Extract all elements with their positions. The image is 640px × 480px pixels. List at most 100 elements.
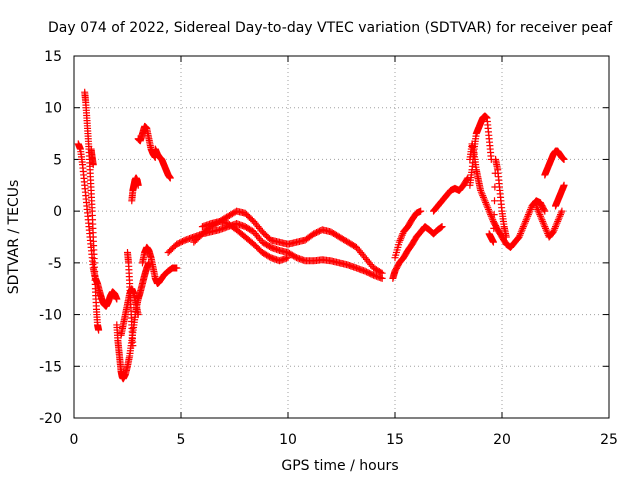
data-point bbox=[438, 223, 446, 231]
y-tick-label: -5 bbox=[48, 256, 62, 272]
series-arc-m bbox=[198, 217, 292, 265]
data-point bbox=[524, 211, 532, 219]
series-arc-a bbox=[74, 140, 121, 310]
data-point bbox=[535, 209, 543, 217]
series-arc-v bbox=[552, 181, 568, 210]
x-tick-label: 25 bbox=[600, 432, 618, 448]
data-point bbox=[173, 264, 181, 272]
data-point bbox=[129, 342, 137, 350]
data-point bbox=[490, 224, 498, 232]
chart-title: Day 074 of 2022, Sidereal Day-to-day VTE… bbox=[48, 20, 613, 36]
data-point bbox=[527, 205, 535, 213]
data-point bbox=[526, 207, 534, 215]
series-arc-k bbox=[164, 220, 386, 282]
series-arc-g bbox=[128, 174, 142, 205]
plot-frame bbox=[73, 55, 610, 419]
data-point bbox=[540, 206, 548, 214]
data-point bbox=[284, 254, 292, 262]
data-point bbox=[558, 207, 566, 215]
data-point bbox=[397, 233, 405, 241]
data-point bbox=[489, 238, 497, 246]
data-point bbox=[134, 311, 142, 319]
series-arc-t bbox=[532, 202, 566, 241]
data-point bbox=[555, 214, 563, 222]
data-point bbox=[534, 207, 542, 215]
data-point bbox=[484, 204, 492, 212]
x-axis-label: GPS time / hours bbox=[281, 458, 398, 474]
data-point bbox=[560, 181, 568, 189]
series-arc-u bbox=[541, 147, 568, 179]
y-tick-label: 15 bbox=[44, 49, 62, 65]
data-point bbox=[560, 155, 568, 163]
data-point bbox=[522, 216, 530, 224]
series-arc-c bbox=[87, 145, 97, 169]
data-point bbox=[539, 217, 547, 225]
data-point bbox=[479, 193, 487, 201]
data-point bbox=[537, 214, 545, 222]
data-point bbox=[515, 233, 523, 241]
y-axis-label: SDTVAR / TECUs bbox=[6, 180, 22, 295]
data-point bbox=[524, 212, 532, 220]
y-tick-label: 0 bbox=[53, 204, 62, 220]
data-point bbox=[477, 186, 485, 194]
x-axis: 0 5 10 15 20 25 bbox=[70, 56, 618, 448]
data-point bbox=[482, 199, 490, 207]
y-tick-label: 10 bbox=[44, 101, 62, 117]
data-point bbox=[550, 226, 558, 234]
data-point bbox=[521, 219, 529, 227]
data-point bbox=[477, 188, 485, 196]
data-point bbox=[395, 238, 403, 246]
data-point bbox=[542, 226, 550, 234]
y-axis: -20 -15 -10 -5 0 5 10 15 bbox=[39, 49, 609, 427]
data-point bbox=[479, 192, 487, 200]
data-point bbox=[519, 224, 527, 232]
y-tick-label: -10 bbox=[39, 308, 62, 324]
data-point bbox=[480, 195, 488, 203]
data-point bbox=[549, 228, 557, 236]
series-arc-f bbox=[124, 249, 137, 350]
data-point bbox=[553, 219, 561, 227]
data-point bbox=[489, 216, 497, 224]
data-point bbox=[518, 226, 526, 234]
data-points bbox=[74, 88, 568, 383]
data-point bbox=[519, 223, 527, 231]
series-arc-j bbox=[138, 243, 181, 288]
data-point bbox=[483, 202, 491, 210]
data-point bbox=[463, 175, 471, 183]
data-point bbox=[516, 231, 524, 239]
data-point bbox=[482, 200, 490, 208]
data-point bbox=[398, 231, 406, 239]
series-arc-b bbox=[81, 88, 103, 334]
series-arc-s bbox=[485, 155, 510, 246]
data-point bbox=[534, 205, 542, 213]
data-point bbox=[113, 295, 121, 303]
series-arc-d bbox=[113, 259, 153, 383]
data-point bbox=[417, 207, 425, 215]
data-point bbox=[397, 235, 405, 243]
data-point bbox=[490, 211, 498, 219]
data-point bbox=[539, 219, 547, 227]
data-point bbox=[540, 221, 548, 229]
data-point bbox=[537, 212, 545, 220]
data-point bbox=[543, 228, 551, 236]
series-arc-r bbox=[466, 140, 549, 251]
data-point bbox=[532, 202, 540, 210]
data-point bbox=[134, 181, 142, 189]
series-arc-i bbox=[151, 145, 174, 182]
data-point bbox=[536, 211, 544, 219]
data-point bbox=[502, 233, 510, 241]
series-arc-o bbox=[391, 207, 425, 262]
data-point bbox=[166, 174, 174, 182]
data-point bbox=[525, 209, 533, 217]
data-point bbox=[556, 211, 564, 219]
data-point bbox=[552, 223, 559, 231]
x-tick-label: 15 bbox=[386, 432, 404, 448]
data-point bbox=[89, 161, 97, 169]
data-point bbox=[517, 230, 525, 238]
y-tick-label: -15 bbox=[39, 359, 62, 375]
data-point bbox=[517, 228, 525, 236]
data-point bbox=[533, 204, 541, 212]
data-point bbox=[522, 217, 530, 225]
data-point bbox=[478, 190, 486, 198]
